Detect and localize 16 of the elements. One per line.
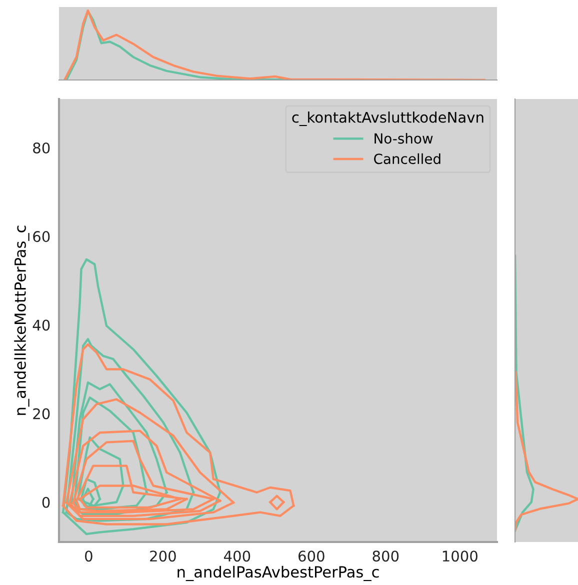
- x-tick-label: 400: [224, 550, 250, 562]
- legend-label: Cancelled: [374, 153, 440, 164]
- x-tick-label: 600: [298, 550, 324, 562]
- y-tick-label: 80: [33, 142, 50, 154]
- x-tick-label: 800: [372, 550, 399, 562]
- y-tick-label: 20: [33, 408, 50, 420]
- legend-title: c_kontaktAvsluttkodeNavn: [292, 112, 484, 126]
- x-tick-label: 0: [85, 550, 92, 562]
- x-tick-label: 1000: [442, 550, 478, 562]
- legend-label: No-show: [374, 132, 433, 144]
- y-tick-label: 40: [32, 320, 50, 331]
- y-tick-label: 60: [33, 231, 50, 242]
- y-axis-title: n_andelIkkeMottPerPas_c: [14, 226, 30, 415]
- x-tick-label: 200: [150, 550, 176, 562]
- x-axis-title: n_andelPasAvbestPerPas_c: [178, 566, 379, 582]
- y-tick-label: 0: [42, 496, 50, 508]
